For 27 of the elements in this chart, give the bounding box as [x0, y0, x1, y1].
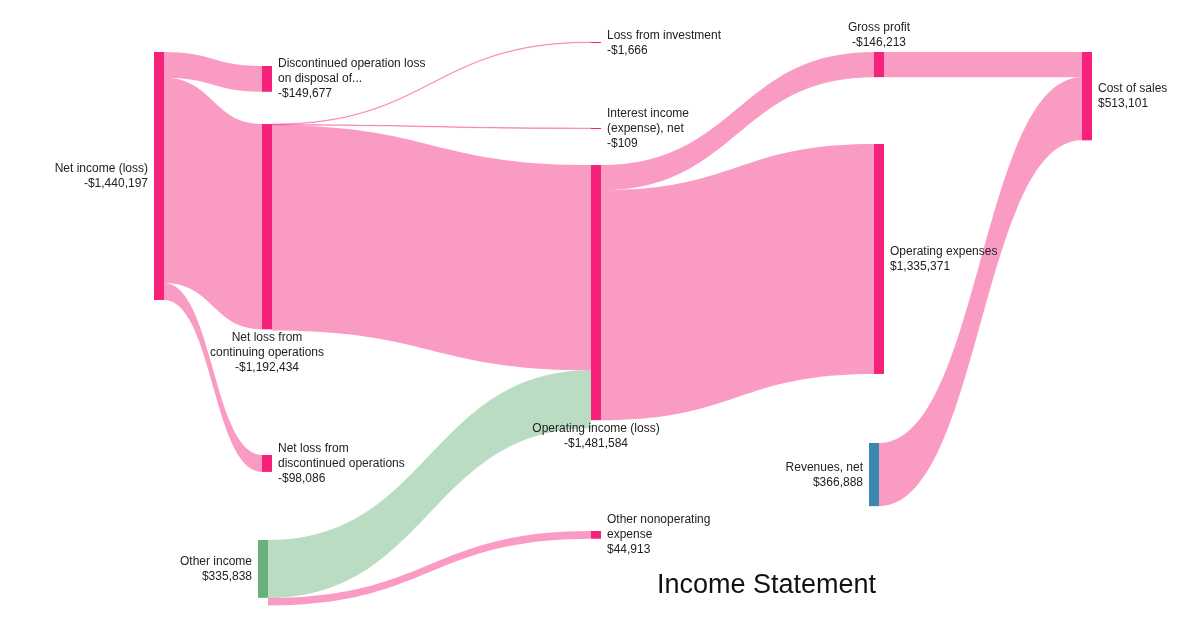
data-label: -$149,677: [278, 86, 333, 101]
category-label: Net income (loss): [54, 161, 148, 175]
data-label: $44,913: [607, 542, 651, 557]
data-label: -$1,440,197: [83, 176, 149, 190]
category-label: Loss from investment: [607, 27, 722, 42]
data-label: -$146,213: [851, 35, 907, 49]
text: Income Statement: [657, 569, 877, 599]
data-label: -$98,086: [278, 470, 326, 485]
category-label: Other nonoperating expense: [607, 512, 711, 542]
category-label: Operating expenses: [890, 243, 998, 258]
category-label: Operating income (loss): [532, 421, 660, 436]
data-label: -$109: [607, 136, 639, 150]
data-label: $1,335,371: [890, 258, 951, 273]
category-label: Discontinued operation loss on disposal of...: [278, 56, 426, 86]
category-label: Gross profit: [847, 20, 911, 34]
data-label: $513,101: [1098, 96, 1149, 111]
category-label: Net loss from continuing operations: [209, 330, 325, 360]
data-label: -$1,666: [607, 42, 649, 57]
category-label: Other income: [179, 553, 253, 568]
category-label: Cost of sales: [1098, 81, 1168, 96]
category-label: Interest income (expense), net: [607, 106, 690, 135]
data-label: $366,888: [812, 474, 864, 489]
data-label: -$1,192,434: [234, 360, 300, 375]
category-label: Net loss from discontinued operations: [278, 440, 405, 470]
data-label: -$1,481,584: [563, 436, 629, 451]
category-label: Revenues, net: [785, 459, 864, 474]
data-label: $335,838: [201, 568, 253, 583]
